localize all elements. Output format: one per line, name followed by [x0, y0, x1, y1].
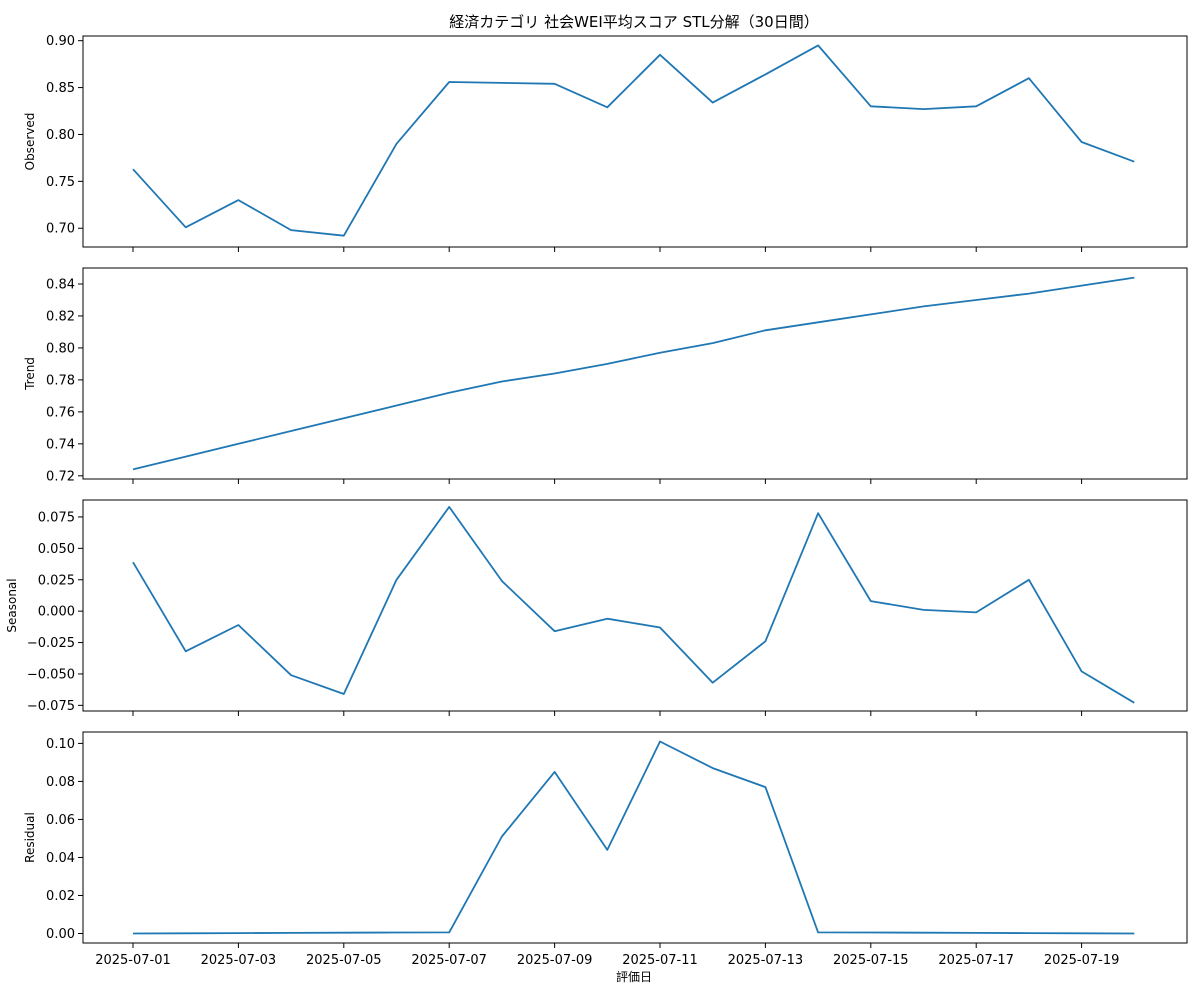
y-tick-label: 0.78 — [46, 373, 75, 388]
y-tick-label: 0.75 — [46, 175, 75, 190]
y-tick-label: 0.10 — [46, 737, 75, 752]
y-tick-label: 0.075 — [38, 510, 75, 525]
y-tick-label: 0.050 — [38, 542, 75, 557]
x-tick-label: 2025-07-11 — [622, 953, 698, 968]
x-tick-label: 2025-07-03 — [201, 953, 277, 968]
y-tick-label: −0.075 — [27, 699, 75, 714]
y-tick-label: 0.025 — [38, 573, 75, 588]
panel-observed: 0.70 0.75 0.80 0.85 0.90 Observed — [23, 34, 1188, 252]
y-tick-label: −0.025 — [27, 636, 75, 651]
x-tick-label: 2025-07-09 — [517, 953, 593, 968]
y-tick-label: 0.08 — [46, 775, 75, 790]
y-axis-label: Seasonal — [5, 578, 19, 632]
x-tick-label: 2025-07-17 — [938, 953, 1014, 968]
x-tick-label: 2025-07-13 — [728, 953, 804, 968]
subplot-panels: 0.70 0.75 0.80 0.85 0.90 Observed 0.72 0.74 0.76… — [5, 34, 1188, 948]
plot-frame — [82, 267, 1188, 480]
y-tick-label: 0.04 — [46, 851, 75, 866]
x-tick-label: 2025-07-15 — [833, 953, 909, 968]
y-tick-label: 0.82 — [46, 309, 75, 324]
y-tick-label: 0.85 — [46, 81, 75, 96]
x-axis-ticks: 2025-07-01 2025-07-03 2025-07-05 2025-07-07… — [95, 953, 1119, 968]
series-line-residual — [132, 740, 1135, 935]
panel-residual: 0.00 0.02 0.04 0.06 0.08 0.10 Residual — [23, 731, 1188, 948]
plot-frame — [82, 731, 1188, 944]
y-tick-label: −0.050 — [27, 667, 75, 682]
y-tick-label: 0.02 — [46, 889, 75, 904]
y-tick-label: 0.72 — [46, 469, 75, 484]
y-axis-label: Trend — [23, 357, 37, 391]
x-tick-label: 2025-07-19 — [1044, 953, 1120, 968]
y-tick-label: 0.06 — [46, 813, 75, 828]
y-tick-label: 0.90 — [46, 34, 75, 49]
y-tick-label: 0.76 — [46, 405, 75, 420]
panel-trend: 0.72 0.74 0.76 0.78 0.80 0.82 0.84 Trend — [23, 267, 1188, 484]
y-tick-label: 0.70 — [46, 222, 75, 237]
series-line-trend — [132, 276, 1135, 471]
x-tick-label: 2025-07-01 — [95, 953, 171, 968]
chart-title: 経済カテゴリ 社会WEI平均スコア STL分解（30日間） — [449, 13, 818, 31]
plot-frame — [82, 499, 1188, 712]
x-tick-label: 2025-07-07 — [411, 953, 487, 968]
y-axis-label: Residual — [23, 812, 37, 863]
series-line-seasonal — [132, 505, 1135, 704]
y-axis-label: Observed — [23, 113, 37, 171]
y-tick-label: 0.74 — [46, 437, 75, 452]
x-tick-label: 2025-07-05 — [306, 953, 382, 968]
plot-frame — [82, 35, 1188, 248]
y-tick-label: 0.80 — [46, 128, 75, 143]
series-line-observed — [132, 44, 1135, 237]
y-tick-label: 0.00 — [46, 927, 75, 942]
y-tick-label: 0.000 — [38, 605, 75, 620]
y-tick-label: 0.84 — [46, 277, 75, 292]
panel-seasonal: −0.075 −0.050 −0.025 0.000 0.025 0.050 0.075 Se… — [5, 499, 1188, 716]
y-tick-label: 0.80 — [46, 341, 75, 356]
x-axis-label: 評価日 — [616, 969, 652, 984]
